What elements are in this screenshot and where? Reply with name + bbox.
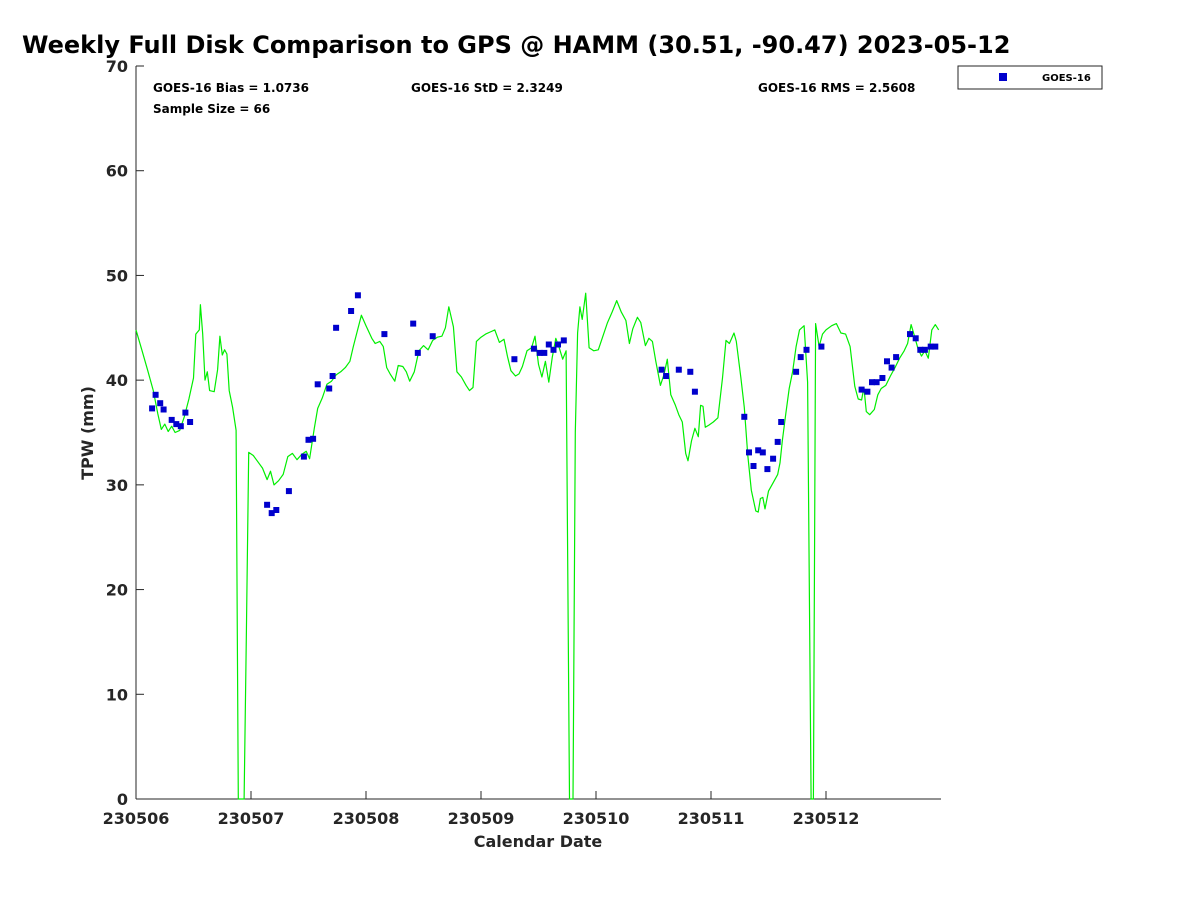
goes-series: [149, 292, 939, 517]
goes-point: [314, 381, 321, 388]
legend: GOES-16: [957, 65, 1103, 90]
goes-point: [764, 466, 771, 473]
y-tick-label: 70: [106, 57, 128, 76]
goes-point: [921, 346, 928, 353]
goes-point: [187, 419, 194, 425]
x-tick-label: 230506: [103, 809, 170, 828]
legend-box: [957, 65, 1103, 90]
goes-point: [912, 335, 919, 342]
goes-point: [560, 337, 567, 344]
goes-point: [530, 345, 537, 352]
goes-point: [541, 349, 548, 356]
legend-label-goes: GOES-16: [1042, 73, 1091, 84]
goes-point: [663, 373, 670, 379]
x-tick-label: 230510: [563, 809, 630, 828]
goes-point: [310, 435, 317, 442]
goes-point: [858, 386, 865, 393]
stat-std: GOES-16 StD = 2.3249: [411, 81, 563, 95]
goes-point: [160, 406, 167, 413]
goes-point: [741, 413, 748, 420]
goes-point: [755, 447, 762, 454]
goes-point: [793, 368, 800, 375]
goes-point: [778, 419, 785, 425]
goes-point: [168, 416, 175, 423]
goes-point: [177, 423, 184, 430]
goes-point: [759, 449, 766, 456]
goes-point: [511, 356, 518, 363]
stat-bias: GOES-16 Bias = 1.0736: [153, 81, 309, 95]
y-tick-label: 60: [106, 162, 128, 181]
x-axis-label: Calendar Date: [474, 832, 603, 851]
goes-point: [746, 449, 752, 456]
plot-area: [135, 65, 942, 800]
goes-point: [536, 349, 543, 356]
goes-point: [873, 379, 880, 386]
goes-point: [818, 343, 825, 350]
goes-point: [264, 501, 271, 508]
goes-point: [285, 488, 292, 495]
goes-point: [927, 343, 934, 350]
x-tick-label: 230512: [793, 809, 860, 828]
y-tick-label: 10: [106, 685, 128, 704]
goes-point: [429, 333, 436, 340]
goes-point: [326, 385, 333, 392]
goes-point: [864, 388, 871, 395]
goes-point: [675, 366, 682, 373]
goes-point: [797, 354, 804, 361]
goes-point: [173, 421, 180, 428]
goes-point: [893, 354, 900, 361]
goes-point: [888, 364, 895, 371]
goes-point: [658, 366, 665, 373]
stat-rms: GOES-16 RMS = 2.5608: [758, 81, 915, 95]
y-tick-label: 50: [106, 266, 128, 285]
goes-point: [333, 324, 340, 331]
y-tick-label: 40: [106, 371, 128, 390]
goes-point: [907, 331, 913, 338]
x-tick-label: 230509: [448, 809, 515, 828]
goes-point: [182, 409, 189, 416]
goes-point: [348, 308, 355, 314]
goes-point: [545, 341, 552, 348]
goes-point: [750, 463, 757, 469]
stat-sample-size: Sample Size = 66: [153, 102, 270, 116]
x-axis-ticks: 230506 230507 230508 230509 230510 230511 2305…: [103, 791, 860, 828]
goes-point: [774, 438, 781, 445]
y-axis-label: TPW (mm): [78, 386, 97, 480]
goes-point: [157, 400, 164, 407]
goes-point: [410, 320, 417, 327]
goes-point: [550, 346, 557, 353]
goes-point: [300, 453, 307, 460]
goes-point: [305, 436, 312, 443]
x-tick-label: 230507: [218, 809, 285, 828]
x-tick-label: 230511: [678, 809, 745, 828]
goes-point: [869, 379, 875, 386]
x-tick-label: 230508: [333, 809, 400, 828]
goes-point: [879, 375, 886, 381]
goes-point: [414, 349, 421, 356]
goes-point: [555, 341, 561, 348]
legend-marker-goes: [999, 73, 1007, 81]
goes-point: [329, 373, 336, 379]
y-axis-ticks: 0 10 20 30 40 50 60 70: [106, 57, 144, 809]
y-tick-label: 0: [117, 790, 128, 809]
goes-point: [149, 405, 156, 412]
y-tick-label: 20: [106, 581, 128, 600]
goes-point: [691, 388, 698, 395]
goes-point: [932, 343, 939, 350]
y-tick-label: 30: [106, 476, 128, 495]
chart-title: Weekly Full Disk Comparison to GPS @ HAM…: [22, 31, 1010, 59]
goes-point: [687, 368, 694, 375]
goes-point: [268, 510, 275, 517]
goes-point: [770, 455, 777, 462]
goes-point: [917, 346, 924, 353]
goes-point: [381, 331, 388, 338]
goes-point: [354, 292, 361, 299]
goes-point: [884, 358, 890, 365]
goes-point: [273, 507, 280, 513]
goes-point: [803, 346, 810, 353]
goes-point: [152, 391, 159, 398]
stats-box: GOES-16 Bias = 1.0736 GOES-16 StD = 2.32…: [153, 81, 915, 116]
